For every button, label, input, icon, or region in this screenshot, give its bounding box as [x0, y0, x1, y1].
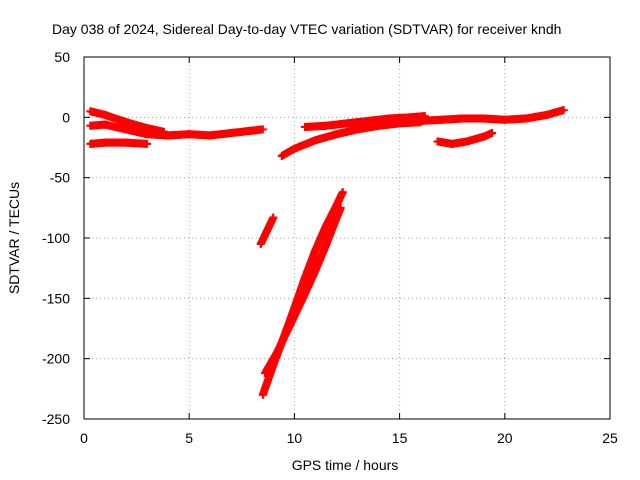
x-tick-label: 0: [80, 430, 88, 446]
x-tick-label: 20: [497, 430, 513, 446]
x-tick-labels: 0 5 10 15 20 25: [80, 430, 618, 446]
data-track: [256, 213, 278, 249]
data-track: [260, 203, 345, 378]
data-point: [559, 106, 568, 115]
data-point: [338, 188, 347, 197]
x-axis-label: GPS time / hours: [292, 457, 399, 473]
chart-title: Day 038 of 2024, Sidereal Day-to-day VTE…: [52, 21, 561, 37]
y-tick-label: -100: [42, 230, 70, 246]
data-point: [336, 203, 345, 212]
y-axis-label: SDTVAR / TECUs: [6, 182, 22, 294]
data-point: [488, 129, 497, 138]
data-track: [86, 138, 152, 148]
y-tick-label: 50: [54, 49, 70, 65]
data-track: [86, 120, 267, 140]
y-tick-label: -200: [42, 351, 70, 367]
data-point: [269, 213, 278, 222]
x-tick-label: 25: [602, 430, 618, 446]
y-tick-label: -250: [42, 411, 70, 427]
y-tick-labels: 50 0 -50 -100 -150 -200 -250: [42, 49, 70, 427]
data-point: [143, 139, 152, 148]
y-tick-label: 0: [62, 109, 70, 125]
data-points: [86, 106, 568, 399]
y-tick-label: -150: [42, 290, 70, 306]
x-tick-label: 10: [287, 430, 303, 446]
x-tick-label: 15: [392, 430, 408, 446]
grid: [84, 57, 610, 419]
y-tick-label: -50: [50, 170, 70, 186]
x-tick-label: 5: [185, 430, 193, 446]
data-track: [433, 129, 497, 148]
data-point: [258, 125, 267, 134]
plot-border: [83, 56, 611, 420]
ticks: [83, 56, 611, 420]
data-track: [374, 106, 568, 128]
